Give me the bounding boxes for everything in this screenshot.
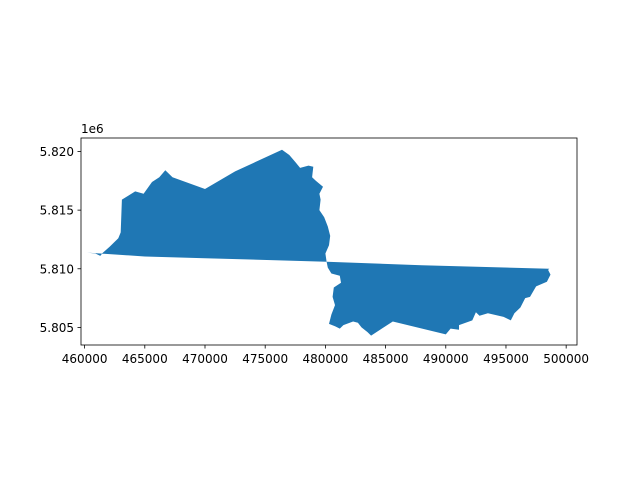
x-tick-label: 465000 (122, 352, 168, 366)
x-tick-label: 460000 (62, 352, 108, 366)
x-tick-label: 480000 (302, 352, 348, 366)
x-tick-label: 500000 (543, 352, 589, 366)
y-tick-label: 5.815 (40, 204, 74, 218)
x-tick-label: 495000 (483, 352, 529, 366)
y-axis: 5.805 5.810 5.815 5.820 (40, 145, 81, 335)
x-tick-label: 470000 (182, 352, 228, 366)
x-tick-label: 490000 (423, 352, 469, 366)
axes-frame (80, 137, 578, 346)
x-tick-label: 475000 (242, 352, 288, 366)
y-tick-label: 5.805 (40, 321, 74, 335)
x-tick-label: 485000 (363, 352, 409, 366)
y-tick-label: 5.810 (40, 262, 74, 276)
region-polygon (87, 149, 551, 336)
y-tick-label: 5.820 (40, 145, 74, 159)
x-axis: 460000 465000 470000 475000 480000 485000 4900… (62, 345, 589, 366)
y-offset-label: 1e6 (81, 122, 104, 136)
